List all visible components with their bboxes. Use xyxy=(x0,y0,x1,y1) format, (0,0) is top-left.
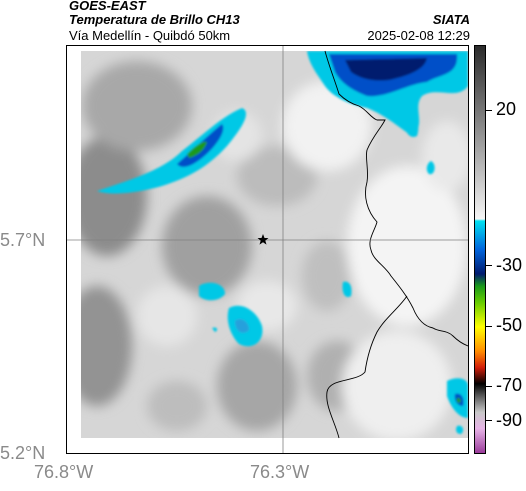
organization-label: SIATA xyxy=(432,12,470,27)
boundary-line xyxy=(326,295,408,439)
latitude-label: 5.7°N xyxy=(0,230,46,250)
longitude-label: 76.8°W xyxy=(34,462,94,482)
colorbar-tick xyxy=(486,386,492,387)
star-icon xyxy=(257,234,269,245)
region-label: Vía Medellín - Quibdó 50km xyxy=(69,28,231,43)
boundary-line xyxy=(324,50,468,347)
colorbar-tick xyxy=(486,326,492,327)
longitude-label: 76.3°W xyxy=(250,462,310,482)
product-title: Temperatura de Brillo CH13 xyxy=(69,12,240,27)
brightness-temperature-map xyxy=(66,45,469,454)
map-canvas xyxy=(67,46,468,453)
satellite-name: GOES-EAST xyxy=(69,0,146,13)
timestamp-label: 2025-02-08 12:29 xyxy=(367,28,470,43)
temperature-raster xyxy=(67,51,468,441)
colorbar-tick xyxy=(486,110,492,111)
cold-cloud-overlay xyxy=(97,51,468,434)
colorbar-label: -50 xyxy=(496,315,523,335)
colorbar-tick xyxy=(486,265,492,266)
latitude-label: 5.2°N xyxy=(0,443,46,463)
colorbar xyxy=(474,45,486,454)
colorbar-label: -90 xyxy=(496,410,523,430)
colorbar-label: 20 xyxy=(496,99,517,119)
colorbar-label: -70 xyxy=(496,375,523,395)
colorbar-tick xyxy=(486,420,492,421)
colorbar-label: -30 xyxy=(496,255,523,275)
